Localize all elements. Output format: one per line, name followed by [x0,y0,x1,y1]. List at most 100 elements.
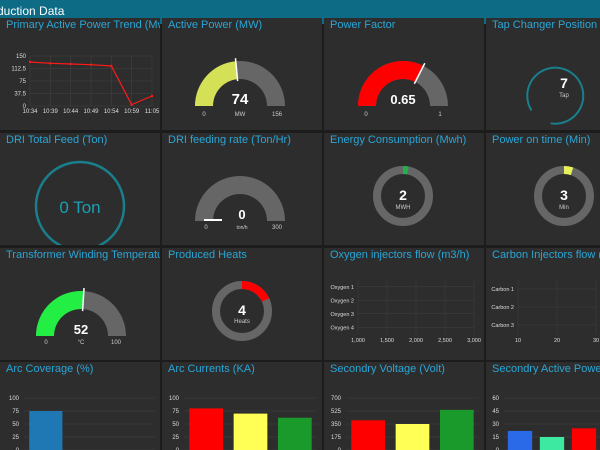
panel-title: Transformer Winding Temperature (°C) [6,249,160,261]
secondary-active-power-chart: 60 45 30 15 0 [492,396,600,450]
panel-title: Oxygen injectors flow (m3/h) [330,249,470,261]
tap-value: 7 [560,75,568,91]
donut-value: 4 [238,302,246,318]
gauge-fill [195,61,238,106]
category-label: Oxygen 1 [330,285,354,291]
dri-rate-gauge: 0 ton/h 0 300 [195,176,285,231]
bar [189,408,224,450]
gauge-value: 52 [74,322,88,337]
y-tick-label: 700 [331,396,342,402]
gauge-track [195,176,285,221]
donut-unit: Min [559,205,569,211]
y-tick-label: 0 [176,448,180,450]
category-label: Oxygen 2 [330,298,354,304]
panel-title: Carbon Injectors flow (Kg/m [492,249,600,261]
tap-changer-dial: 7 Tap [526,66,585,125]
tap-unit: Tap [559,93,569,99]
oxygen-chart: Oxygen 1 Oxygen 2 Oxygen 3 Oxygen 4 1,000 1,5… [330,280,481,344]
y-tick-label: 0 [338,448,342,450]
panel-energy[interactable]: Energy Consumption (Mwh) 2 MWH [324,133,484,245]
panel-title: Arc Currents (KA) [168,363,255,375]
carbon-chart: Carbon 1 Carbon 2 Carbon 3 10 20 30 [491,280,599,344]
panel-title: Active Power (MW) [168,19,263,31]
panel-arc-coverage[interactable]: Arc Coverage (%) 100 75 50 25 0 [0,362,160,450]
y-tick-label: 150 [16,54,27,60]
category-label: Oxygen 4 [330,325,354,331]
panel-dri-feed-rate[interactable]: DRI feeding rate (Ton/Hr) 0 ton/h 0 300 [162,133,322,245]
y-tick-label: 30 [492,422,499,428]
trend-chart: 150 112.5 75 37.5 010:34 10:39 10:44 10:49 10:54… [11,54,160,115]
x-tick-label: 3,000 [467,338,481,344]
bar [395,424,430,450]
panel-tap-changer[interactable]: Tap Changer Position 7 Tap [486,18,600,130]
donut-fill [563,166,574,176]
gauge-max: 300 [272,225,283,231]
panel-secondary-voltage[interactable]: Secondry Voltage (Volt) 700 525 350 175 0 [324,362,484,450]
panel-transformer-temp[interactable]: Transformer Winding Temperature (°C) 52 … [0,248,160,360]
series-point [150,94,154,98]
gauge-needle [413,62,426,85]
panel-secondary-active-power[interactable]: Secondry Active Power (Mw 60 45 30 15 0 [486,362,600,450]
panel-title: Primary Active Power Trend (Mw) [6,19,160,31]
y-tick-label: 175 [331,435,342,441]
bar [571,428,597,450]
bar [29,411,63,450]
gauge-needle [81,288,85,312]
secondary-voltage-chart: 700 525 350 175 0 [331,396,479,450]
x-tick-label: 10:54 [104,109,120,115]
panel-power-factor[interactable]: Power Factor 0.65 0 1 [324,18,484,130]
y-tick-label: 25 [172,435,179,441]
x-tick-label: 10:39 [43,109,59,115]
panel-title: DRI feeding rate (Ton/Hr) [168,134,291,146]
donut-unit: MWH [396,205,411,211]
power-factor-gauge: 0.65 0 1 [358,61,448,118]
series-point [89,63,93,66]
series-point [110,64,113,68]
panel-title: Power on time (Min) [492,134,591,146]
dri-total-feed-dial: 0 Ton [34,160,126,245]
panel-produced-heats[interactable]: Produced Heats 4 Heats [162,248,322,360]
panel-power-on-time[interactable]: Power on time (Min) 3 Min [486,133,600,245]
category-label: Oxygen 3 [330,312,354,318]
panel-oxygen-flow[interactable]: Oxygen injectors flow (m3/h) Oxygen 1 Oxy… [324,248,484,360]
panel-arc-currents[interactable]: Arc Currents (KA) 100 75 50 25 0 [162,362,322,450]
series-point [49,62,52,65]
y-tick-label: 75 [12,409,19,415]
x-tick-label: 11:05 [145,109,160,115]
gauge-unit: ton/h [236,225,247,231]
page-title: duction Data [0,4,65,18]
panel-dri-total-feed[interactable]: DRI Total Feed (Ton) 0 Ton [0,133,160,245]
x-tick-label: 1,500 [380,338,394,344]
bar [439,409,474,450]
x-tick-label: 10:49 [83,109,99,115]
panel-active-power[interactable]: Active Power (MW) 74 MW 0 156 [162,18,322,130]
y-tick-label: 50 [12,422,19,428]
arc-currents-chart: 100 75 50 25 0 [169,396,317,450]
bar [233,413,268,450]
panel-title: Secondry Voltage (Volt) [330,363,445,375]
gauge-zero-marker [204,219,222,221]
y-tick-label: 112.5 [11,67,26,73]
y-tick-label: 0 [496,448,500,450]
y-tick-label: 15 [492,435,499,441]
y-tick-label: 75 [172,409,179,415]
y-tick-label: 100 [9,396,20,402]
donut-fill [241,281,270,302]
donut-unit: Heats [234,319,250,325]
gauge-max: 1 [438,112,442,118]
donut-value: 3 [560,187,568,203]
y-tick-label: 350 [331,422,342,428]
panel-title: Energy Consumption (Mwh) [330,134,467,146]
panel-title: Arc Coverage (%) [6,363,94,375]
panel-carbon-flow[interactable]: Carbon Injectors flow (Kg/m Carbon 1Carb… [486,248,600,360]
y-tick-label: 25 [12,435,19,441]
y-tick-label: 75 [19,79,26,85]
gauge-needle [234,58,239,82]
gauge-max: 100 [111,340,122,346]
energy-donut: 2 MWH [373,166,433,226]
gauge-min: 0 [204,225,208,231]
panel-power-trend[interactable]: Primary Active Power Trend (Mw) 150 112.5… [0,18,160,130]
gauge-fill [36,291,84,336]
donut-value: 2 [399,187,407,203]
series-point [69,62,72,66]
